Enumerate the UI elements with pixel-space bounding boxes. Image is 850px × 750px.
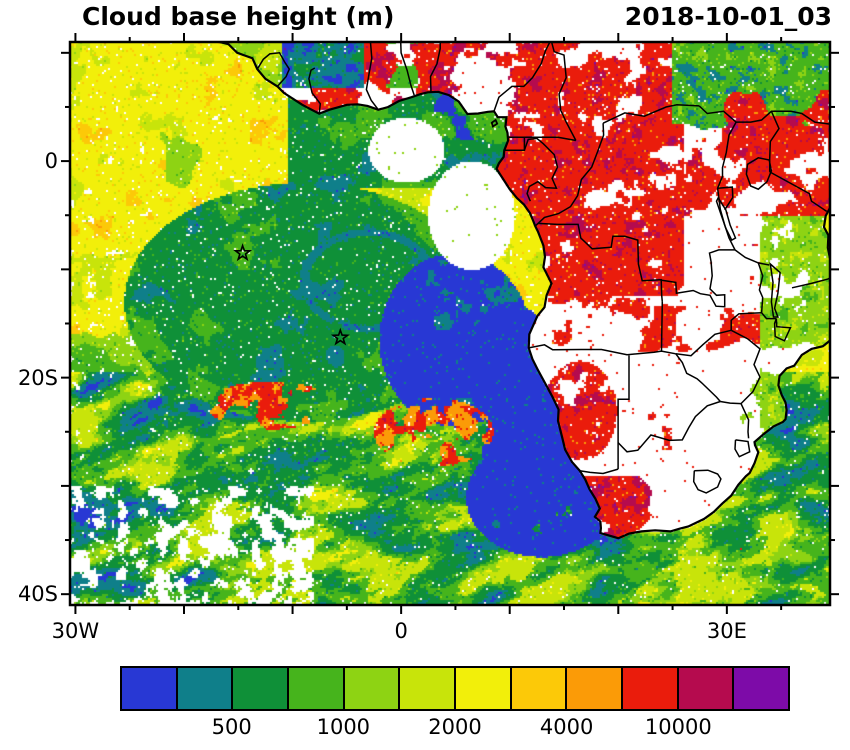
x-axis-tick-label: 30E bbox=[706, 619, 747, 643]
y-axis-tick-label: 20S bbox=[17, 365, 58, 390]
colorbar-tick-label: 4000 bbox=[539, 715, 594, 739]
colorbar-segment bbox=[676, 668, 733, 709]
x-axis-tick-label: 0 bbox=[394, 619, 408, 643]
colorbar-segment bbox=[342, 668, 399, 709]
timestamp: 2018-10-01_03 bbox=[624, 2, 832, 31]
colorbar-segment bbox=[565, 668, 622, 709]
colorbar-segment bbox=[122, 668, 176, 709]
colorbar-segment bbox=[175, 668, 232, 709]
map-field-canvas bbox=[70, 42, 830, 605]
y-axis-tick-label: 0 bbox=[44, 149, 58, 174]
colorbar-segment bbox=[231, 668, 288, 709]
colorbar-segment bbox=[509, 668, 566, 709]
colorbar-tick-label: 500 bbox=[211, 715, 252, 739]
colorbar bbox=[120, 666, 790, 711]
plot-title: Cloud base height (m) bbox=[82, 2, 395, 31]
colorbar-tick-label: 2000 bbox=[428, 715, 482, 739]
colorbar-segment bbox=[732, 668, 789, 709]
colorbar-segment bbox=[621, 668, 677, 709]
colorbar-segment bbox=[287, 668, 343, 709]
x-axis-tick-label: 30W bbox=[51, 619, 100, 643]
colorbar-segment bbox=[398, 668, 455, 709]
colorbar-segment bbox=[454, 668, 510, 709]
colorbar-tick-label: 10000 bbox=[644, 715, 712, 739]
colorbar-tick-label: 1000 bbox=[316, 715, 371, 739]
y-axis-tick-label: 40S bbox=[17, 582, 58, 607]
